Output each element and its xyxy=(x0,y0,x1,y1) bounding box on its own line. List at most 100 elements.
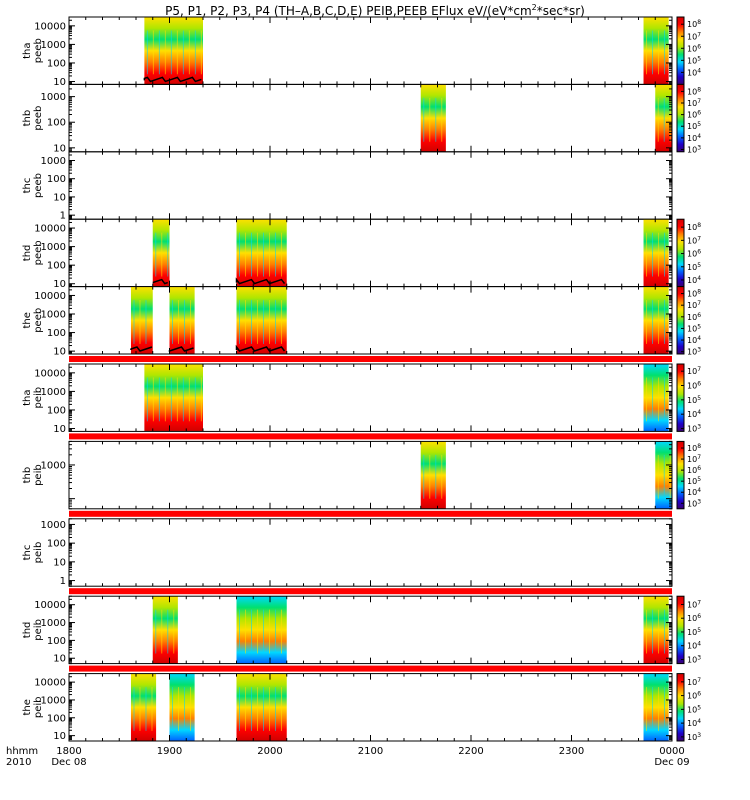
y-tick-label: 1000 xyxy=(41,310,66,321)
colorbar-scale xyxy=(676,286,685,355)
y-tick-label: 1000 xyxy=(41,387,66,398)
colorbar-tick-label: 107 xyxy=(687,599,701,609)
y-axis-label: tha peeb xyxy=(22,38,44,63)
x-tick-label: 1800 xyxy=(56,746,81,757)
x-tick-label: 2300 xyxy=(559,746,584,757)
y-tick-label: 10000 xyxy=(34,368,66,379)
y-tick-label: 10 xyxy=(53,654,66,665)
colorbar-tick-label: 103 xyxy=(687,498,701,508)
y-axis-label-probe: thd xyxy=(22,245,33,262)
colorbar-tick-label: 107 xyxy=(687,300,701,310)
panel-frame xyxy=(68,673,673,742)
colorbar-tick-label: 107 xyxy=(687,235,701,245)
y-tick-label: 1 xyxy=(60,211,66,222)
colorbar-scale xyxy=(676,218,685,288)
y-tick-label: 100 xyxy=(47,405,66,416)
y-tick-label: 10000 xyxy=(34,600,66,611)
colorbar-tick-label: 105 xyxy=(687,262,701,272)
y-tick-label: 1000 xyxy=(41,156,66,167)
y-tick-label: 100 xyxy=(47,539,66,550)
y-tick-label: 10000 xyxy=(34,291,66,302)
y-tick-label: 10 xyxy=(53,279,66,290)
spectrogram-interval xyxy=(655,441,672,509)
spectrogram-interval xyxy=(236,596,287,664)
y-tick-label: 100 xyxy=(47,58,66,69)
spectrogram-interval xyxy=(144,364,203,432)
colorbar-tick-label: 106 xyxy=(687,110,701,120)
y-tick-label: 1000 xyxy=(41,618,66,629)
colorbar-tick-label: 106 xyxy=(687,249,701,259)
y-tick-label: 1000 xyxy=(41,520,66,531)
y-tick-label: 10 xyxy=(53,143,66,154)
x-tick-label: 2200 xyxy=(458,746,483,757)
low-energy-trace xyxy=(235,344,286,352)
x-row-label-year: 2010 xyxy=(6,757,31,768)
colorbar-tick-label: 105 xyxy=(687,476,701,486)
spectrogram-interval xyxy=(655,84,672,152)
y-axis-label: thb peeb xyxy=(22,106,44,131)
colorbar-tick-label: 104 xyxy=(687,67,701,77)
chart-title-tail: *sec*sr) xyxy=(537,4,585,18)
panel-separator-bar xyxy=(69,510,672,517)
colorbar: 104 105 106 107 108 xyxy=(676,16,701,85)
x-axis: 1800 1900 2000 2100 2200 2300 0000 Dec 08 Dec 09… xyxy=(6,746,690,768)
y-axis-label-instrument: peeb xyxy=(33,308,44,333)
y-tick-label: 1 xyxy=(60,576,66,587)
y-axis-label-instrument: peib xyxy=(33,464,44,486)
colorbar-tick-label: 106 xyxy=(687,312,701,322)
low-energy-trace xyxy=(143,76,202,83)
colorbar-tick-label: 103 xyxy=(687,424,701,434)
y-axis-label-probe: thc xyxy=(22,178,33,194)
chart-title-superscript: 2 xyxy=(532,3,537,12)
y-axis-label-probe: the xyxy=(22,312,33,328)
colorbar-tick-label: 106 xyxy=(687,43,701,53)
y-tick-label: 1000 xyxy=(41,460,66,471)
y-tick-label: 10000 xyxy=(34,21,66,32)
colorbar-scale xyxy=(676,83,685,153)
colorbar-tick-label: 106 xyxy=(687,613,701,623)
colorbar-tick-label: 108 xyxy=(687,86,701,96)
x-date-label: Dec 09 xyxy=(654,757,689,768)
spectrogram-interval xyxy=(130,286,153,354)
chart-title: P5, P1, P2, P3, P4 (TH–A,B,C,D,E) PEIB,P… xyxy=(165,3,585,18)
y-axis-label: thc peib xyxy=(22,542,44,564)
y-axis-label-probe: thb xyxy=(22,467,33,484)
colorbar-tick-label: 108 xyxy=(687,222,701,232)
colorbar-tick-label: 103 xyxy=(687,347,701,357)
x-tick-label: 2100 xyxy=(358,746,383,757)
spectrogram-interval xyxy=(236,673,287,741)
y-axis-label-instrument: peib xyxy=(33,387,44,409)
colorbar-tick-label: 103 xyxy=(687,654,701,664)
colorbar-tick-label: 107 xyxy=(687,454,701,464)
colorbar-tick-label: 104 xyxy=(687,487,701,497)
colorbar-tick-label: 104 xyxy=(687,275,701,285)
panel-frame xyxy=(68,286,673,355)
panel-frame xyxy=(68,518,673,587)
colorbar-tick-label: 107 xyxy=(687,366,701,376)
chart-title-lead: P5, P1, P2, P3, P4 (TH–A,B,C,D,E) PEIB,P… xyxy=(165,4,532,18)
y-axis-label: thd peib xyxy=(22,619,44,641)
y-tick-label: 1000 xyxy=(41,92,66,103)
colorbar-tick-label: 107 xyxy=(687,98,701,108)
y-axis-label-instrument: peeb xyxy=(33,173,44,198)
colorbar: 103 104 105 106 107 xyxy=(676,673,701,742)
y-axis-label-instrument: peib xyxy=(33,542,44,564)
y-tick-label: 100 xyxy=(47,261,66,272)
y-axis-label: the peeb xyxy=(22,308,44,333)
colorbar-tick-label: 106 xyxy=(687,465,701,475)
y-tick-label: 100 xyxy=(47,174,66,185)
colorbar: 103 104 105 106 107 xyxy=(676,595,701,664)
colorbar: 103 104 105 106 107 xyxy=(676,363,701,434)
y-axis-label-instrument: peeb xyxy=(33,38,44,63)
y-axis-label-probe: thc xyxy=(22,545,33,561)
spectrogram-interval xyxy=(152,219,170,287)
panel-separator-bar xyxy=(69,356,672,362)
panel-thc-peib: 1 10 100 1000 thc peib xyxy=(22,510,673,587)
y-axis-label-instrument: peib xyxy=(33,696,44,718)
y-tick-label: 1000 xyxy=(41,242,66,253)
y-tick-label: 100 xyxy=(47,713,66,724)
